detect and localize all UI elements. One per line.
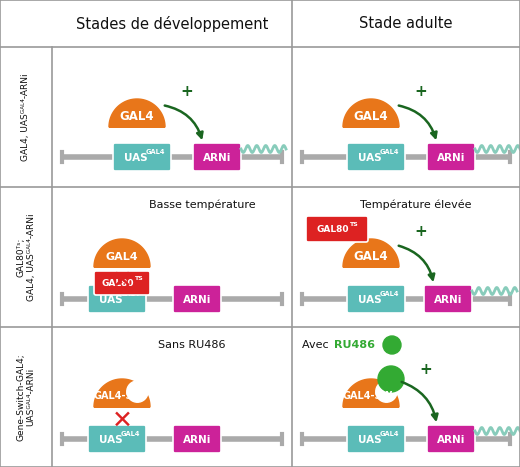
FancyBboxPatch shape — [173, 425, 221, 453]
Text: Gene-Switch-GAL4;
UASᴳᴬᴸ⁴-ARNi: Gene-Switch-GAL4; UASᴳᴬᴸ⁴-ARNi — [16, 353, 36, 441]
Text: ARNi: ARNi — [437, 153, 465, 163]
Text: ARNi: ARNi — [437, 435, 465, 445]
Text: GAL80: GAL80 — [102, 280, 134, 289]
Text: GAL80ᵀˢ;
GAL4, UASᴳᴬᴸ⁴-ARNi: GAL80ᵀˢ; GAL4, UASᴳᴬᴸ⁴-ARNi — [16, 213, 36, 301]
Text: +: + — [180, 85, 193, 99]
Text: Stades de développement: Stades de développement — [76, 15, 268, 31]
Text: GAL4: GAL4 — [120, 291, 140, 297]
Text: GAL4: GAL4 — [120, 111, 154, 123]
Text: GAL4, UASᴳᴬᴸ⁴-ARNi: GAL4, UASᴳᴬᴸ⁴-ARNi — [21, 73, 31, 161]
Text: UAS: UAS — [124, 153, 148, 163]
Text: GAL4-SW: GAL4-SW — [94, 391, 144, 401]
Polygon shape — [94, 239, 150, 267]
Polygon shape — [94, 379, 150, 407]
FancyBboxPatch shape — [347, 285, 405, 313]
Text: UAS: UAS — [99, 295, 123, 305]
Text: ARNi: ARNi — [183, 295, 211, 305]
Text: Température élevée: Température élevée — [360, 200, 472, 210]
Polygon shape — [109, 99, 165, 127]
Text: +: + — [420, 361, 432, 376]
Text: TS: TS — [348, 221, 357, 226]
FancyBboxPatch shape — [88, 425, 146, 453]
Text: UAS: UAS — [99, 435, 123, 445]
FancyBboxPatch shape — [427, 143, 475, 171]
Text: GAL4: GAL4 — [379, 291, 399, 297]
Text: +: + — [414, 224, 427, 239]
Text: ✕: ✕ — [111, 409, 133, 433]
Text: Stade adulte: Stade adulte — [359, 16, 453, 31]
FancyBboxPatch shape — [113, 143, 171, 171]
Text: ARNi: ARNi — [183, 435, 211, 445]
Text: +: + — [414, 85, 427, 99]
FancyBboxPatch shape — [173, 285, 221, 313]
FancyBboxPatch shape — [427, 425, 475, 453]
Circle shape — [378, 366, 404, 392]
Text: GAL4: GAL4 — [354, 250, 388, 263]
Text: Basse température: Basse température — [149, 200, 255, 210]
Text: ✕: ✕ — [111, 269, 133, 293]
FancyBboxPatch shape — [193, 143, 241, 171]
Circle shape — [383, 336, 401, 354]
FancyBboxPatch shape — [347, 425, 405, 453]
Text: GAL4: GAL4 — [354, 111, 388, 123]
FancyBboxPatch shape — [424, 285, 472, 313]
Text: TS: TS — [134, 276, 142, 281]
Circle shape — [376, 381, 397, 402]
Text: Sans RU486: Sans RU486 — [158, 340, 226, 350]
Text: ARNi: ARNi — [203, 153, 231, 163]
Polygon shape — [343, 99, 399, 127]
Text: UAS: UAS — [358, 435, 382, 445]
Text: GAL80: GAL80 — [317, 226, 349, 234]
Text: Avec: Avec — [302, 340, 335, 350]
FancyBboxPatch shape — [347, 143, 405, 171]
Text: RU486: RU486 — [334, 340, 375, 350]
Circle shape — [127, 381, 148, 402]
Text: GAL4: GAL4 — [106, 252, 138, 262]
Text: GAL4: GAL4 — [120, 431, 140, 437]
Text: UAS: UAS — [358, 295, 382, 305]
Text: GAL4: GAL4 — [379, 149, 399, 155]
Text: ARNi: ARNi — [434, 295, 462, 305]
Text: GAL4: GAL4 — [379, 431, 399, 437]
FancyBboxPatch shape — [306, 216, 368, 242]
Text: UAS: UAS — [358, 153, 382, 163]
Text: GAL4-SW: GAL4-SW — [343, 391, 393, 401]
Polygon shape — [343, 239, 399, 267]
Polygon shape — [343, 379, 399, 407]
FancyBboxPatch shape — [94, 271, 150, 295]
Text: GAL4: GAL4 — [145, 149, 165, 155]
FancyBboxPatch shape — [88, 285, 146, 313]
